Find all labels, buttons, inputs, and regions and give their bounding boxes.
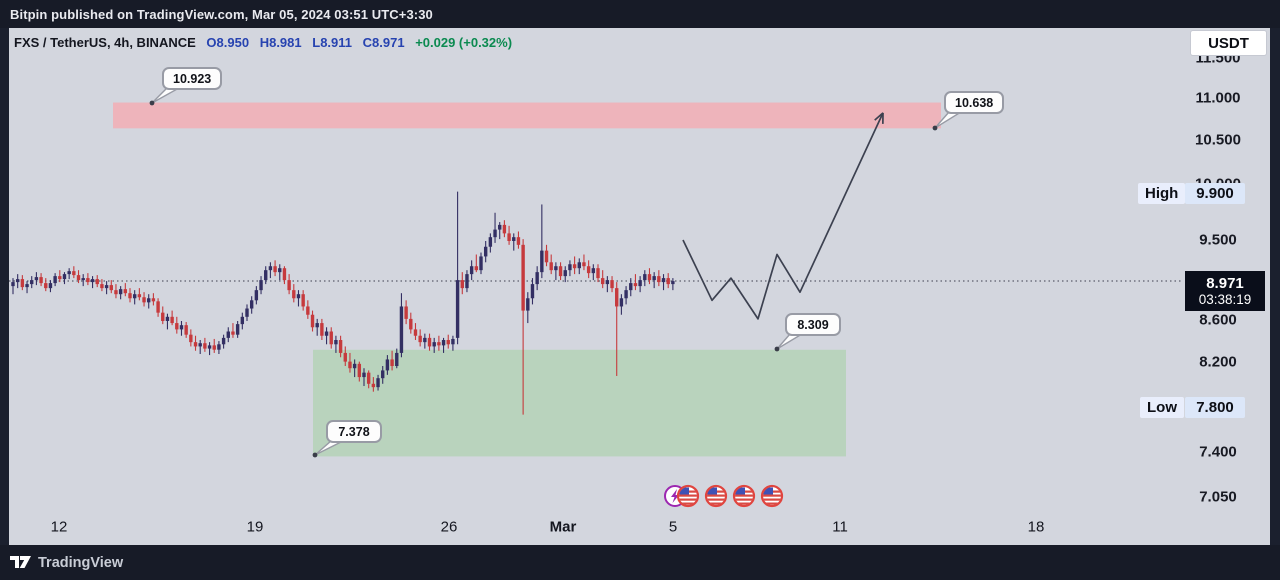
economic-event-icons[interactable]: [664, 484, 784, 508]
time-tick-label: 11: [832, 518, 848, 536]
price-tick-label: 7.050: [1199, 488, 1237, 506]
arrowhead: [874, 112, 884, 121]
candlesticks: [11, 191, 675, 415]
callout-anchor-dot: [932, 125, 938, 131]
callout-tail: [151, 87, 182, 104]
callout-anchor-dot: [149, 100, 155, 106]
time-tick-label: Mar: [549, 518, 577, 536]
support-zone: [313, 349, 846, 457]
callout-anchor-dot: [774, 346, 780, 352]
time-tick-label: 19: [246, 518, 264, 536]
price-tick-label: 10.500: [1195, 131, 1241, 149]
lightning-bolt-glyph: [671, 489, 679, 503]
ohlc-close: C8.971: [362, 35, 405, 50]
low-price-label: Low: [1140, 396, 1184, 418]
low-price-value: 7.800: [1185, 396, 1245, 418]
current-price: 8.971: [1206, 274, 1244, 292]
time-tick-label: 26: [440, 518, 458, 536]
ohlc-low: L8.911: [312, 35, 353, 50]
us-flag-event-icon[interactable]: [762, 486, 782, 506]
us-flag-event-icon[interactable]: [734, 486, 754, 506]
symbol-header[interactable]: FXS / TetherUS, 4h, BINANCE O8.950 H8.98…: [14, 35, 512, 50]
time-tick-label: 12: [50, 518, 68, 536]
tradingview-brand-link[interactable]: TradingView: [38, 554, 124, 571]
price-tick-label: 11.000: [1195, 89, 1241, 107]
ohlc-high: H8.981: [259, 35, 302, 50]
currency-toggle-button[interactable]: USDT: [1191, 31, 1266, 55]
attribution-text: Bitpin published on TradingView.com, Mar…: [10, 6, 433, 22]
price-tick-label: 9.500: [1199, 231, 1237, 249]
bar-countdown: 03:38:19: [1198, 291, 1252, 307]
resistance-zone: [113, 102, 941, 129]
price-change: +0.029 (+0.32%): [415, 35, 513, 50]
tradingview-logo-icon: [10, 555, 31, 568]
price-callout: 8.309: [785, 313, 841, 336]
publish-attribution-bar: Bitpin published on TradingView.com, Mar…: [0, 0, 1280, 28]
price-callout: 10.638: [944, 91, 1005, 114]
callout-tail: [776, 333, 805, 350]
time-tick-label: 5: [668, 518, 678, 536]
price-tick-label: 8.200: [1199, 353, 1237, 371]
high-price-label: High: [1138, 182, 1186, 204]
us-flag-event-icon[interactable]: [678, 486, 698, 506]
projection-arrow-path: [682, 112, 884, 320]
price-tick-label: 8.600: [1199, 311, 1237, 329]
us-flag-event-icon[interactable]: [706, 486, 726, 506]
price-callout: 7.378: [326, 420, 382, 443]
price-callout: 10.923: [162, 67, 223, 90]
ohlc-open: O8.950: [206, 35, 250, 50]
time-tick-label: 18: [1027, 518, 1045, 536]
callout-anchor-dot: [312, 452, 318, 458]
high-price-value: 9.900: [1185, 182, 1245, 204]
symbol-title[interactable]: FXS / TetherUS, 4h, BINANCE: [14, 35, 196, 50]
price-tick-label: 7.400: [1199, 443, 1237, 461]
current-price-badge: 8.971 03:38:19: [1185, 271, 1265, 311]
tradingview-footer-bar: TradingView: [0, 545, 1280, 580]
